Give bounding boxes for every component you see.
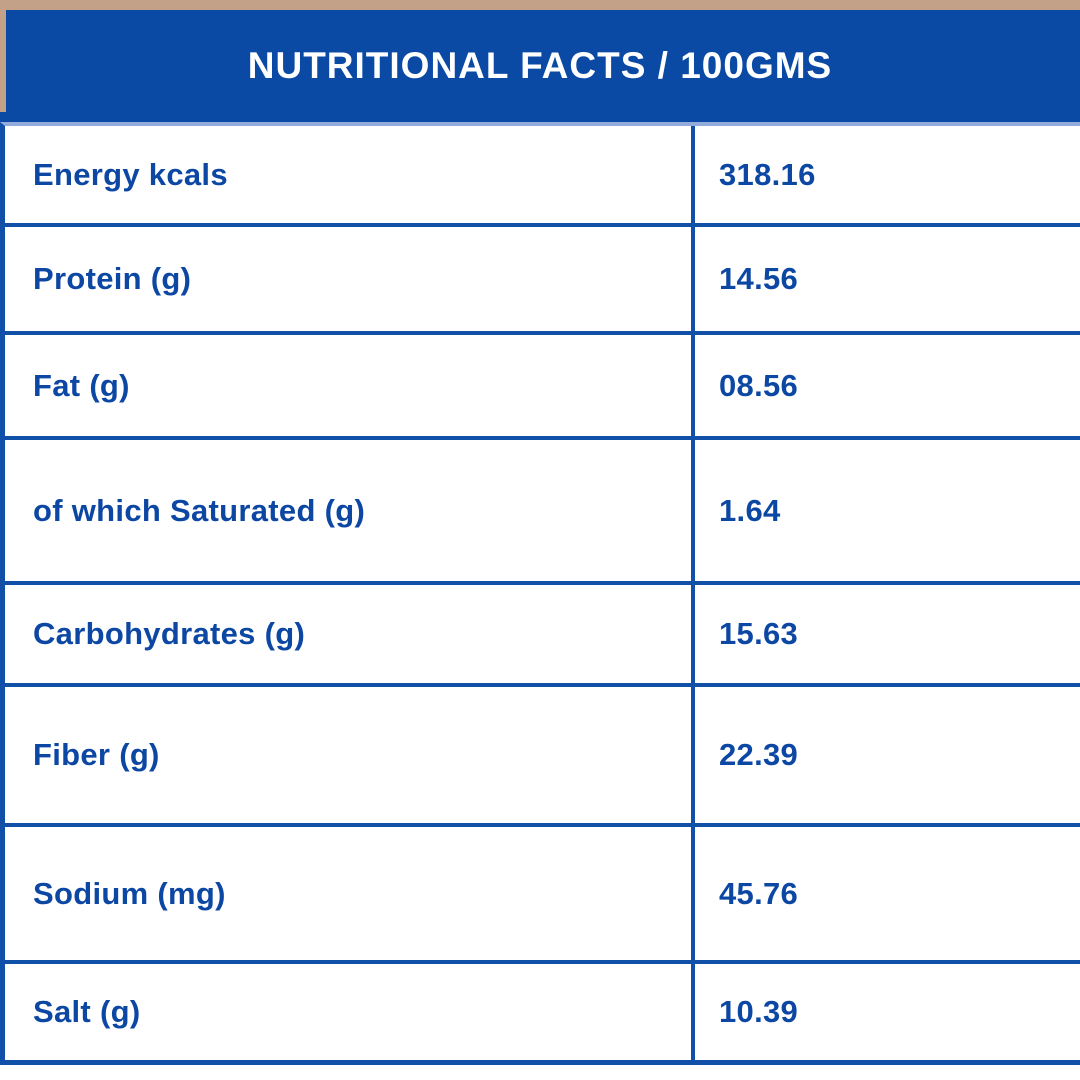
- nutrient-label: of which Saturated (g): [5, 440, 695, 581]
- nutrient-value: 22.39: [719, 737, 799, 772]
- top-border-strip: [0, 0, 1080, 10]
- nutrient-label: Fiber (g): [5, 687, 695, 823]
- page-title: NUTRITIONAL FACTS / 100GMS: [247, 45, 833, 86]
- header-bar: NUTRITIONAL FACTS / 100GMS: [0, 10, 1080, 122]
- nutrient-label: Energy kcals: [5, 126, 695, 223]
- nutrient-label: Salt (g): [5, 964, 695, 1060]
- nutrient-value: 318.16: [719, 156, 816, 192]
- nutrient-value: 1.64: [719, 492, 781, 528]
- nutrient-value: 15.63: [719, 616, 799, 651]
- nutrient-label: Sodium (mg): [5, 827, 695, 960]
- nutrient-label: Fat (g): [5, 335, 695, 436]
- table-row: of which Saturated (g) 1.64: [5, 440, 1080, 585]
- table-row: Salt (g) 10.39: [5, 964, 1080, 1060]
- nutrient-value: 10.39: [719, 994, 799, 1029]
- nutrition-table: Energy kcals 318.16 Protein (g) 14.56 Fa…: [0, 122, 1080, 1065]
- table-row: Fat (g) 08.56: [5, 335, 1080, 440]
- nutrient-value: 45.76: [719, 875, 799, 911]
- nutrient-value: 08.56: [719, 367, 799, 403]
- left-border-strip: [0, 10, 6, 112]
- table-row: Fiber (g) 22.39: [5, 687, 1080, 827]
- table-row: Sodium (mg) 45.76: [5, 827, 1080, 964]
- table-row: Carbohydrates (g) 15.63: [5, 585, 1080, 687]
- table-row: Energy kcals 318.16: [5, 126, 1080, 227]
- nutrient-label: Protein (g): [5, 227, 695, 331]
- nutrient-label: Carbohydrates (g): [5, 585, 695, 683]
- table-row: Protein (g) 14.56: [5, 227, 1080, 335]
- nutrient-value: 14.56: [719, 261, 799, 296]
